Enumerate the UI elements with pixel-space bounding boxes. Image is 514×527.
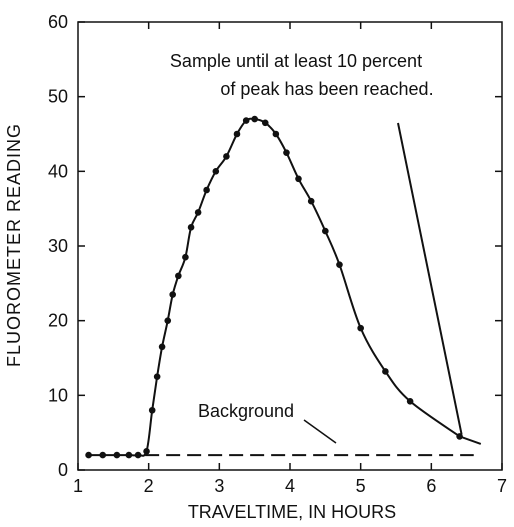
data-point <box>134 451 142 459</box>
data-point <box>251 115 258 123</box>
data-point <box>125 451 133 459</box>
data-point <box>223 153 230 160</box>
data-point <box>456 433 463 440</box>
annotation-pointer-line <box>397 122 463 435</box>
data-point <box>382 368 389 375</box>
y-tick-label: 40 <box>48 161 68 181</box>
y-tick-label: 20 <box>48 311 68 331</box>
data-point <box>99 451 107 459</box>
data-point <box>164 317 172 324</box>
x-tick-label: 1 <box>73 476 83 496</box>
data-point <box>242 117 250 124</box>
data-point <box>175 272 182 280</box>
data-point <box>113 451 121 459</box>
data-point <box>295 175 302 183</box>
data-point <box>212 168 220 175</box>
data-point <box>148 406 156 414</box>
y-tick-label: 10 <box>48 385 68 405</box>
data-point <box>158 343 166 351</box>
x-tick-label: 4 <box>285 476 295 496</box>
annotation-line-2: of peak has been reached. <box>220 79 433 99</box>
data-point <box>194 209 202 216</box>
y-axis-label: FLUOROMETER READING <box>4 123 24 367</box>
data-point <box>153 373 161 380</box>
data-point <box>283 149 290 156</box>
x-tick-label: 7 <box>497 476 507 496</box>
x-axis-label: TRAVELTIME, IN HOURS <box>188 502 396 522</box>
y-tick-label: 50 <box>48 87 68 107</box>
background-leader-line <box>303 419 337 444</box>
data-point <box>272 130 280 138</box>
x-tick-label: 5 <box>356 476 366 496</box>
data-point <box>261 119 269 127</box>
data-point <box>143 448 150 455</box>
annotation-line-1: Sample until at least 10 percent <box>170 51 422 71</box>
x-tick-label: 2 <box>144 476 154 496</box>
data-point <box>233 130 241 138</box>
data-point <box>307 197 315 205</box>
data-point <box>322 227 329 235</box>
data-point <box>85 451 92 459</box>
data-point <box>203 186 210 194</box>
data-point <box>182 253 189 261</box>
y-tick-label: 30 <box>48 236 68 256</box>
data-point <box>169 291 176 298</box>
data-point <box>406 398 414 405</box>
y-tick-label: 60 <box>48 12 68 32</box>
data-point <box>336 261 343 268</box>
y-tick-label: 0 <box>58 460 68 480</box>
data-point <box>357 324 364 332</box>
data-point <box>187 224 195 231</box>
annotation-background: Background <box>198 401 294 421</box>
x-tick-label: 3 <box>214 476 224 496</box>
x-tick-label: 6 <box>426 476 436 496</box>
